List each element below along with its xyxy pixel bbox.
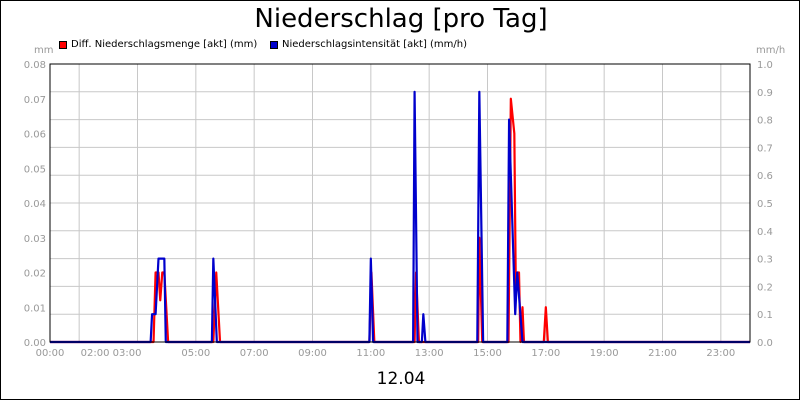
y-right-tick-label: 0.7 <box>757 143 773 154</box>
y-left-tick-label: 0.01 <box>24 303 46 314</box>
x-tick-label: 11:00 <box>356 348 385 359</box>
legend-item-precipitation-intensity: Niederschlagsintensität [akt] (mm/h) <box>270 39 467 50</box>
x-tick-label: 15:00 <box>473 348 502 359</box>
x-tick-label: 02:00 03:00 <box>81 348 142 359</box>
legend-item-precipitation-amount: Diff. Niederschlagsmenge [akt] (mm) <box>59 39 257 50</box>
date-label: 12.04 <box>376 369 426 389</box>
series-line-precipitation-intensity <box>50 90 750 344</box>
plot-border <box>49 63 751 343</box>
y-right-tick-label: 1.0 <box>757 60 773 71</box>
x-tick-label: 13:00 <box>415 348 444 359</box>
y-right-tick-label: 0.8 <box>757 116 773 127</box>
y-right-tick-label: 0.2 <box>757 282 773 293</box>
x-tick-label: 21:00 <box>648 348 677 359</box>
legend-label: Diff. Niederschlagsmenge [akt] (mm) <box>71 39 258 50</box>
x-tick-label: 05:00 <box>181 348 210 359</box>
y-right-tick-label: 0.5 <box>757 199 773 210</box>
x-tick-label: 09:00 <box>298 348 327 359</box>
y-left-tick-label: 0.02 <box>24 269 46 280</box>
y-right-tick-label: 0.9 <box>757 88 773 99</box>
x-tick-label: 19:00 <box>590 348 619 359</box>
y-right-tick-label: 0.4 <box>757 227 773 238</box>
x-tick-label: 17:00 <box>531 348 560 359</box>
y-left-tick-label: 0.08 <box>24 60 46 71</box>
legend-swatch-blue <box>270 40 278 49</box>
x-tick-label: 23:00 <box>706 348 735 359</box>
y-left-tick-label: 0.04 <box>24 199 46 210</box>
x-tick-label: 07:00 <box>240 348 269 359</box>
y-right-tick-label: 0.0 <box>757 338 773 349</box>
left-axis-unit: mm <box>34 45 54 56</box>
x-tick-label: 00:00 <box>36 348 65 359</box>
y-left-tick-label: 0.05 <box>24 164 46 175</box>
y-left-tick-label: 0.03 <box>24 234 46 245</box>
legend-label: Niederschlagsintensität [akt] (mm/h) <box>282 39 468 50</box>
y-left-tick-label: 0.07 <box>24 95 46 106</box>
chart-title: Niederschlag [pro Tag] <box>254 4 548 34</box>
right-axis-unit: mm/h <box>756 45 786 56</box>
y-right-tick-label: 0.6 <box>757 171 773 182</box>
y-left-tick-label: 0.00 <box>24 338 46 349</box>
y-right-tick-label: 0.1 <box>757 310 773 321</box>
legend-swatch-red <box>59 40 67 49</box>
y-right-tick-label: 0.3 <box>757 255 773 266</box>
y-left-tick-label: 0.06 <box>24 130 46 141</box>
